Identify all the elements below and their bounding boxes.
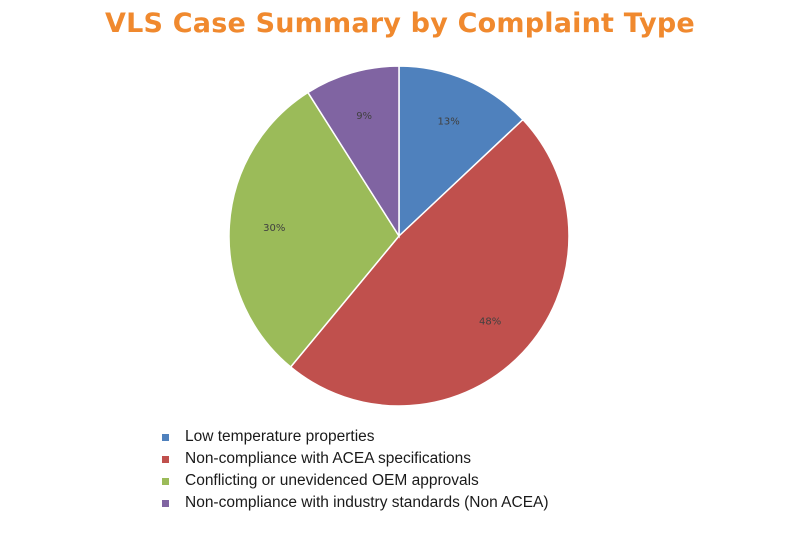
legend-item-1: Low temperature properties <box>162 426 549 448</box>
legend-item-2: Non-compliance with ACEA specifications <box>162 448 549 470</box>
pie-labels: 13% 48% 30% 9% <box>263 111 501 328</box>
pie-slice-4 <box>306 65 400 239</box>
legend: Low temperature properties Non-compliance… <box>162 426 549 514</box>
pie-slice-1 <box>398 65 524 238</box>
legend-label-4: Non-compliance with industry standards (… <box>185 494 549 511</box>
legend-item-3: Conflicting or unevidenced OEM approvals <box>162 470 549 492</box>
legend-label-1: Low temperature properties <box>185 428 375 445</box>
legend-item-4: Non-compliance with industry standards (… <box>162 492 549 514</box>
legend-swatch-3 <box>162 477 169 485</box>
chart-title: VLS Case Summary by Complaint Type <box>105 8 695 39</box>
legend-swatch-1 <box>162 433 169 441</box>
pie-slice-label-1: 13% <box>438 116 460 127</box>
legend-label-2: Non-compliance with ACEA specifications <box>185 450 472 467</box>
pie-slice-label-4: 9% <box>356 111 372 122</box>
pie-slices <box>228 65 570 407</box>
legend-swatch-4 <box>162 499 169 507</box>
pie-slice-2 <box>289 118 570 407</box>
legend-swatch-2 <box>162 455 169 463</box>
pie-slice-3 <box>228 91 400 369</box>
pie-slice-label-2: 48% <box>479 317 501 328</box>
legend-label-3: Conflicting or unevidenced OEM approvals <box>185 472 479 489</box>
pie-slice-label-3: 30% <box>263 223 285 234</box>
